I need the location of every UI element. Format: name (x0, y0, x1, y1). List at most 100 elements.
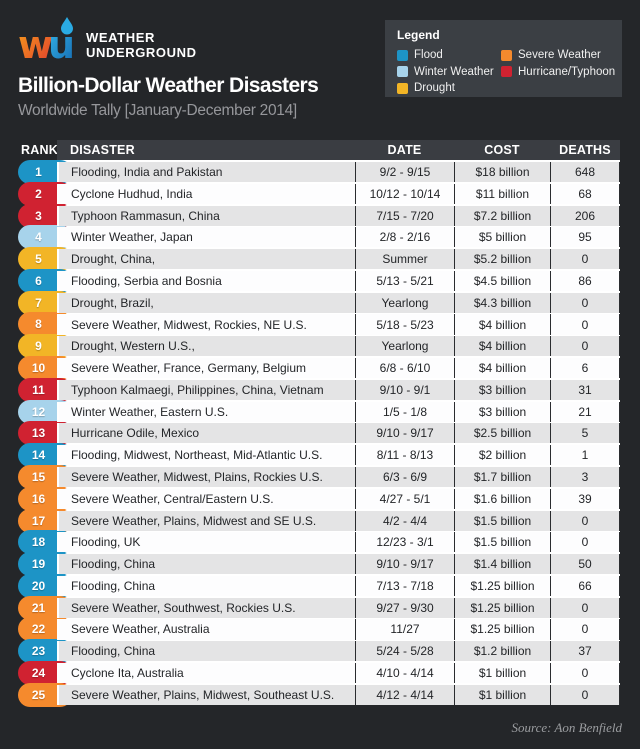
date-cell: 4/27 - 5/1 (355, 488, 454, 509)
rank-number: 10 (31, 361, 46, 376)
legend-item-label: Drought (414, 82, 455, 95)
disaster-cell: Severe Weather, Plains, Midwest and SE U… (57, 510, 355, 531)
cost-cell: $1.7 billion (454, 466, 550, 488)
row-cells: Flooding, China 5/24 - 5/28 $1.2 billion… (57, 641, 620, 662)
table-row: 5 Drought, China, Summer $5.2 billion 0 (18, 247, 620, 272)
date-cell: 1/5 - 1/8 (355, 401, 454, 422)
table-row: 17 Severe Weather, Plains, Midwest and S… (18, 508, 620, 533)
disaster-cell: Flooding, China (57, 554, 355, 575)
rank-number: 15 (31, 469, 46, 484)
row-cells: Flooding, Serbia and Bosnia 5/13 - 5/21 … (57, 270, 620, 291)
table-row: 22 Severe Weather, Australia 11/27 $1.25… (18, 617, 620, 642)
cost-cell: $1.25 billion (454, 597, 550, 618)
table-row: 18 Flooding, UK 12/23 - 3/1 $1.5 billion… (18, 530, 620, 555)
brand-name: WEATHER UNDERGROUND (86, 30, 197, 60)
cost-cell: $1.5 billion (454, 532, 550, 553)
row-cells: Cyclone Hudhud, India 10/12 - 10/14 $11 … (57, 183, 620, 204)
rank-number: 3 (35, 208, 42, 223)
deaths-cell: 68 (550, 183, 620, 204)
disaster-cell: Drought, Western U.S., (57, 336, 355, 357)
row-cells: Severe Weather, France, Germany, Belgium… (57, 358, 620, 379)
legend-item-label: Severe Weather (518, 49, 601, 62)
row-cells: Severe Weather, Midwest, Rockies, NE U.S… (57, 314, 620, 335)
legend-title: Legend (397, 28, 440, 42)
disaster-cell: Winter Weather, Eastern U.S. (57, 401, 355, 422)
logo-w: w (18, 23, 53, 64)
deaths-cell: 0 (550, 336, 620, 357)
cost-cell: $3 billion (454, 401, 550, 422)
date-cell: 4/10 - 4/14 (355, 662, 454, 684)
date-cell: 2/8 - 2/16 (355, 227, 454, 248)
rank-number: 9 (35, 339, 42, 354)
disaster-cell: Severe Weather, Australia (57, 619, 355, 640)
deaths-cell: 0 (550, 662, 620, 684)
cost-cell: $1.4 billion (454, 554, 550, 575)
row-cells: Severe Weather, Australia 11/27 $1.25 bi… (57, 619, 620, 640)
disaster-cell: Winter Weather, Japan (57, 227, 355, 248)
deaths-cell: 0 (550, 619, 620, 640)
cost-cell: $4 billion (454, 336, 550, 357)
legend-swatch-winter-icon (397, 66, 408, 78)
cost-cell: $11 billion (454, 183, 550, 204)
cost-cell: $5 billion (454, 227, 550, 248)
table-row: 20 Flooding, China 7/13 - 7/18 $1.25 bil… (18, 573, 620, 598)
legend-items: Flood Winter Weather Drought Severe Weat… (397, 47, 622, 97)
rank-number: 20 (31, 578, 46, 593)
date-cell: 9/10 - 9/1 (355, 379, 454, 400)
row-cells: Severe Weather, Central/Eastern U.S. 4/2… (57, 488, 620, 509)
table-row: 7 Drought, Brazil, Yearlong $4.3 billion… (18, 290, 620, 315)
table-row: 12 Winter Weather, Eastern U.S. 1/5 - 1/… (18, 399, 620, 424)
page-subtitle: Worldwide Tally [January-December 2014] (18, 102, 297, 119)
table-row: 9 Drought, Western U.S., Yearlong $4 bil… (18, 334, 620, 359)
deaths-cell: 0 (550, 532, 620, 553)
table-row: 3 Typhoon Rammasun, China 7/15 - 7/20 $7… (18, 203, 620, 228)
deaths-cell: 95 (550, 227, 620, 248)
rank-number: 8 (35, 317, 42, 332)
date-cell: 5/24 - 5/28 (355, 641, 454, 662)
rank-number: 23 (31, 644, 46, 659)
legend-item: Winter Weather (397, 64, 501, 81)
legend-column-2: Severe Weather Hurricane/Typhoon (501, 47, 621, 97)
column-header-cost: COST (484, 143, 520, 157)
rank-number: 5 (35, 252, 42, 267)
disaster-cell: Drought, China, (57, 249, 355, 270)
source-credit: Source: Aon Benfield (511, 720, 622, 735)
wu-logo: w u (18, 17, 75, 64)
rank-number: 12 (31, 404, 46, 419)
deaths-cell: 3 (550, 466, 620, 488)
column-header-rank: RANK (21, 143, 58, 157)
table-row: 2 Cyclone Hudhud, India 10/12 - 10/14 $1… (18, 181, 620, 206)
row-cells: Winter Weather, Japan 2/8 - 2/16 $5 bill… (57, 227, 620, 248)
deaths-cell: 0 (550, 597, 620, 618)
rank-number: 14 (31, 448, 46, 463)
disaster-cell: Flooding, Serbia and Bosnia (57, 270, 355, 291)
date-cell: Yearlong (355, 336, 454, 357)
disaster-cell: Flooding, Midwest, Northeast, Mid-Atlant… (57, 445, 355, 466)
table-row: 14 Flooding, Midwest, Northeast, Mid-Atl… (18, 443, 620, 468)
date-cell: 4/12 - 4/14 (355, 684, 454, 705)
date-cell: 8/11 - 8/13 (355, 445, 454, 466)
table-row: 10 Severe Weather, France, Germany, Belg… (18, 356, 620, 381)
table-row: 19 Flooding, China 9/10 - 9/17 $1.4 bill… (18, 552, 620, 577)
cost-cell: $7.2 billion (454, 205, 550, 226)
deaths-cell: 5 (550, 423, 620, 444)
rank-number: 25 (31, 687, 46, 702)
disaster-cell: Cyclone Ita, Australia (57, 662, 355, 684)
date-cell: Yearlong (355, 292, 454, 313)
deaths-cell: 206 (550, 205, 620, 226)
date-cell: 4/2 - 4/4 (355, 510, 454, 531)
legend-item: Drought (397, 80, 501, 97)
legend-swatch-severe-icon (501, 49, 512, 61)
page-title: Billion-Dollar Weather Disasters (18, 74, 319, 97)
cost-cell: $18 billion (454, 162, 550, 183)
row-cells: Drought, Brazil, Yearlong $4.3 billion 0 (57, 292, 620, 313)
cost-cell: $4 billion (454, 358, 550, 379)
legend-item-label: Winter Weather (414, 65, 494, 78)
rank-number: 24 (31, 665, 46, 680)
date-cell: 7/13 - 7/18 (355, 575, 454, 596)
row-cells: Hurricane Odile, Mexico 9/10 - 9/17 $2.5… (57, 423, 620, 444)
cost-cell: $4.5 billion (454, 270, 550, 291)
disaster-cell: Drought, Brazil, (57, 292, 355, 313)
deaths-cell: 0 (550, 314, 620, 335)
